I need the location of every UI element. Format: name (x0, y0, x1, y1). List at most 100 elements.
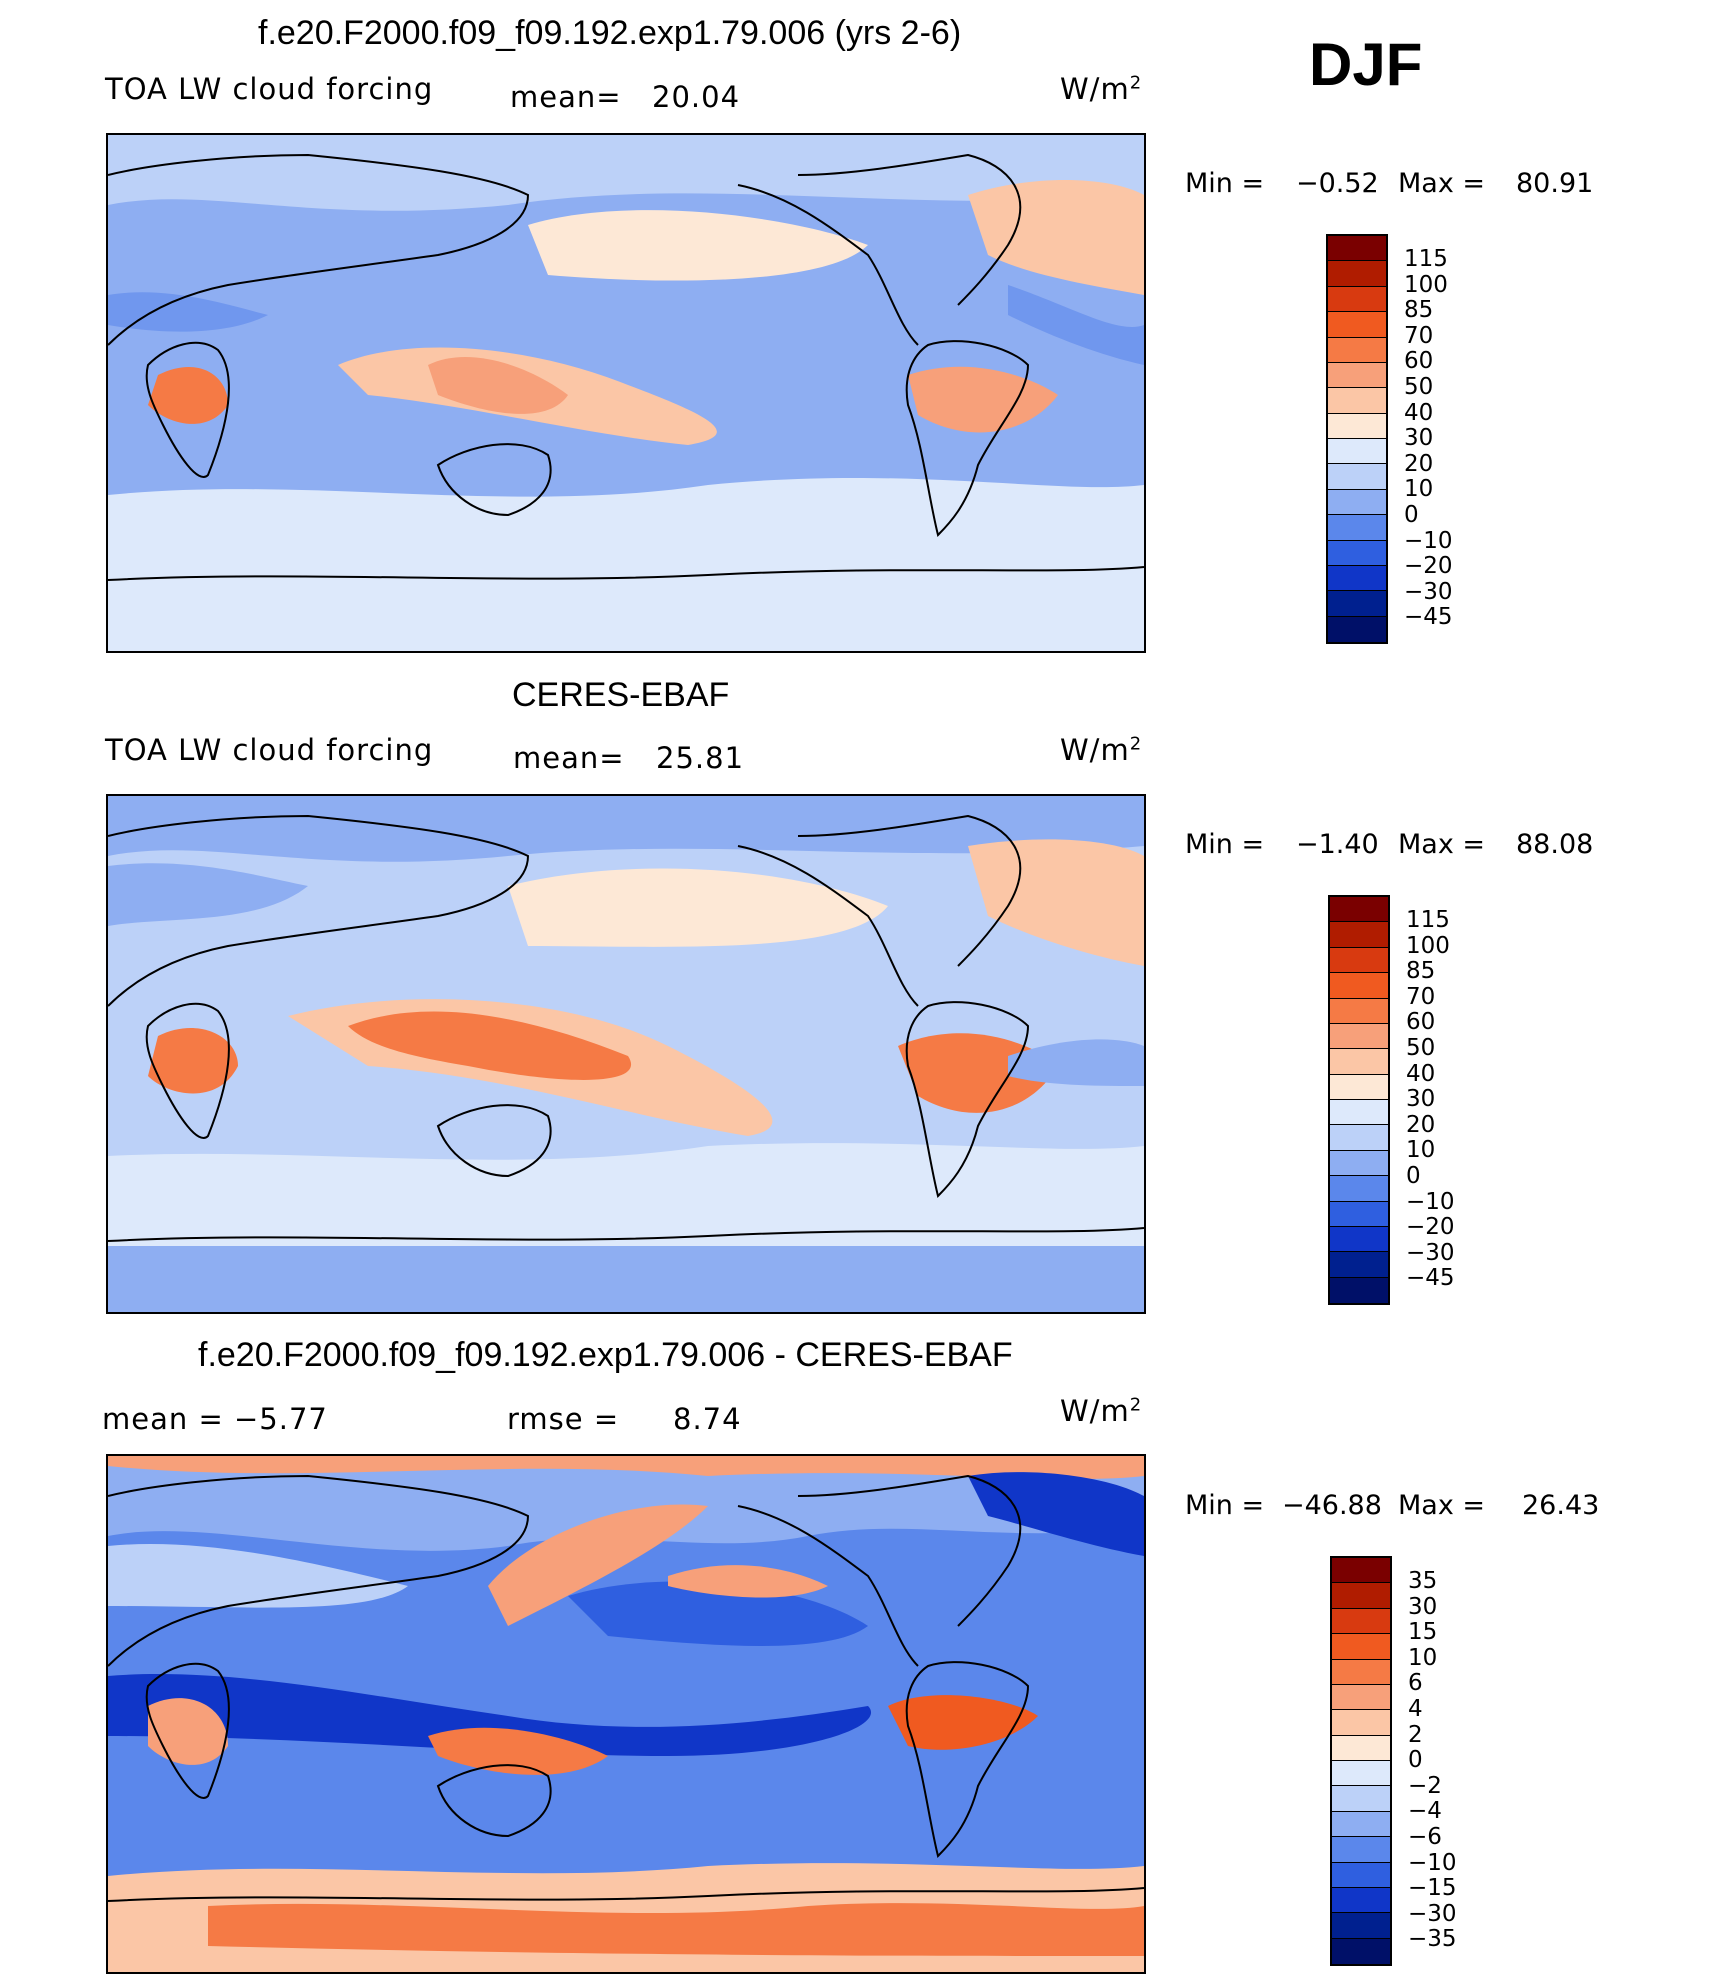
colorbar-swatch (1330, 922, 1388, 948)
colorbar-level-label: 15 (1408, 1619, 1438, 1646)
colorbar-level-label: 115 (1406, 907, 1450, 933)
panel2-min-value: −1.40 (1296, 829, 1379, 860)
panel2-units: W/m2 (1060, 733, 1143, 767)
panel3-min-value: −46.88 (1282, 1490, 1382, 1521)
colorbar-level-label: −30 (1408, 1900, 1457, 1927)
colorbar-level-label: 50 (1406, 1034, 1436, 1061)
panel3-units: W/m2 (1060, 1394, 1143, 1428)
colorbar-level-label: 4 (1408, 1695, 1423, 1722)
colorbar-swatch (1328, 388, 1386, 414)
colorbar-level-label: 35 (1408, 1568, 1438, 1594)
panel2-colorbar-labels: 115 100 85 70 60 50 40 30 20 10 0 −10 −20 −30 −45 (1406, 907, 1455, 1292)
colorbar-swatch (1332, 1735, 1390, 1761)
colorbar-swatch (1332, 1938, 1390, 1964)
panel3-max-label: Max = (1398, 1490, 1486, 1521)
colorbar-level-label: 30 (1404, 425, 1434, 452)
colorbar-swatch (1328, 337, 1386, 363)
panel2-min-label: Min = (1185, 829, 1265, 860)
colorbar-level-label: 85 (1404, 297, 1434, 324)
panel1-units: W/m2 (1060, 72, 1143, 106)
colorbar-swatch (1330, 1176, 1388, 1202)
colorbar-swatch (1332, 1887, 1390, 1914)
panel3-rmse-value: 8.74 (673, 1402, 742, 1436)
panel3-title: f.e20.F2000.f09_f09.192.exp1.79.006 - CE… (198, 1336, 1013, 1374)
colorbar-level-label: 50 (1404, 373, 1434, 400)
colorbar-level-label: 60 (1404, 348, 1434, 375)
colorbar-swatch (1332, 1761, 1390, 1787)
panel2-mean-value: 25.81 (656, 741, 745, 775)
colorbar-swatch (1328, 236, 1386, 262)
colorbar-swatch (1330, 998, 1388, 1024)
colorbar-swatch (1328, 312, 1386, 338)
colorbar-swatch (1328, 540, 1386, 566)
panel1-max-label: Max = (1398, 168, 1486, 199)
panel3-colorbar (1330, 1556, 1392, 1966)
colorbar-level-label: 0 (1404, 501, 1419, 528)
colorbar-level-label: 70 (1406, 983, 1436, 1010)
colorbar-swatch (1328, 515, 1386, 541)
colorbar-swatch (1330, 1226, 1388, 1253)
colorbar-swatch (1328, 616, 1386, 642)
colorbar-swatch (1332, 1913, 1390, 1939)
panel3-rmse-prefix: rmse = (507, 1402, 620, 1436)
colorbar-level-label: 100 (1404, 271, 1448, 298)
colorbar-level-label: 0 (1406, 1162, 1421, 1189)
colorbar-level-label: 20 (1404, 450, 1434, 477)
colorbar-level-label: −35 (1408, 1926, 1457, 1953)
colorbar-level-label: −20 (1404, 553, 1453, 580)
colorbar-swatch (1328, 565, 1386, 592)
panel1-colorbar-labels: 115 100 85 70 60 50 40 30 20 10 0 −10 −20 −30 −45 (1404, 246, 1453, 631)
colorbar-level-label: 40 (1404, 399, 1434, 426)
colorbar-swatch (1330, 1150, 1388, 1177)
panel1-min-label: Min = (1185, 168, 1265, 199)
colorbar-level-label: 2 (1408, 1721, 1423, 1748)
colorbar-swatch (1332, 1710, 1390, 1736)
colorbar-swatch (1328, 413, 1386, 439)
colorbar-swatch (1328, 362, 1386, 389)
colorbar-swatch (1330, 1277, 1388, 1303)
panel3-map (106, 1454, 1146, 1974)
colorbar-swatch (1330, 1252, 1388, 1278)
colorbar-level-label: −4 (1408, 1798, 1442, 1825)
panel2-variable-label: TOA LW cloud forcing (105, 733, 434, 767)
colorbar-swatch (1328, 261, 1386, 287)
panel2-colorbar (1328, 895, 1390, 1305)
panel3-min-label: Min = (1185, 1490, 1265, 1521)
colorbar-swatch (1328, 286, 1386, 313)
panel1-mean-value: 20.04 (652, 80, 741, 114)
colorbar-swatch (1328, 464, 1386, 490)
colorbar-swatch (1330, 897, 1388, 923)
panel2-max-value: 88.08 (1516, 829, 1594, 860)
colorbar-level-label: −30 (1406, 1239, 1455, 1266)
colorbar-swatch (1332, 1558, 1390, 1584)
colorbar-swatch (1332, 1634, 1390, 1660)
panel2-mean-prefix: mean= (513, 741, 625, 775)
colorbar-level-label: 85 (1406, 958, 1436, 985)
colorbar-level-label: −45 (1406, 1265, 1455, 1292)
colorbar-level-label: −45 (1404, 604, 1453, 631)
panel3-colorbar-labels: 35 30 15 10 6 4 2 0 −2 −4 −6 −10 −15 −30 −35 (1408, 1568, 1457, 1953)
colorbar-level-label: −15 (1408, 1875, 1457, 1902)
colorbar-level-label: 100 (1406, 932, 1450, 959)
colorbar-swatch (1332, 1862, 1390, 1888)
colorbar-swatch (1332, 1583, 1390, 1609)
colorbar-level-label: 115 (1404, 246, 1448, 272)
colorbar-level-label: 10 (1408, 1644, 1438, 1671)
colorbar-level-label: 6 (1408, 1670, 1423, 1697)
colorbar-level-label: 40 (1406, 1060, 1436, 1087)
colorbar-level-label: −10 (1404, 527, 1453, 554)
colorbar-swatch (1330, 1074, 1388, 1100)
colorbar-level-label: 10 (1406, 1137, 1436, 1164)
panel1-title: f.e20.F2000.f09_f09.192.exp1.79.006 (yrs… (258, 14, 962, 52)
colorbar-swatch (1330, 1100, 1388, 1126)
colorbar-swatch (1328, 439, 1386, 465)
colorbar-level-label: −10 (1408, 1849, 1457, 1876)
colorbar-swatch (1332, 1659, 1390, 1685)
panel2-title: CERES-EBAF (512, 676, 730, 714)
panel1-map (106, 133, 1146, 653)
colorbar-level-label: 10 (1404, 476, 1434, 503)
colorbar-level-label: 60 (1406, 1009, 1436, 1036)
panel1-mean-prefix: mean= (510, 80, 622, 114)
panel2-map (106, 794, 1146, 1314)
colorbar-swatch (1328, 489, 1386, 516)
